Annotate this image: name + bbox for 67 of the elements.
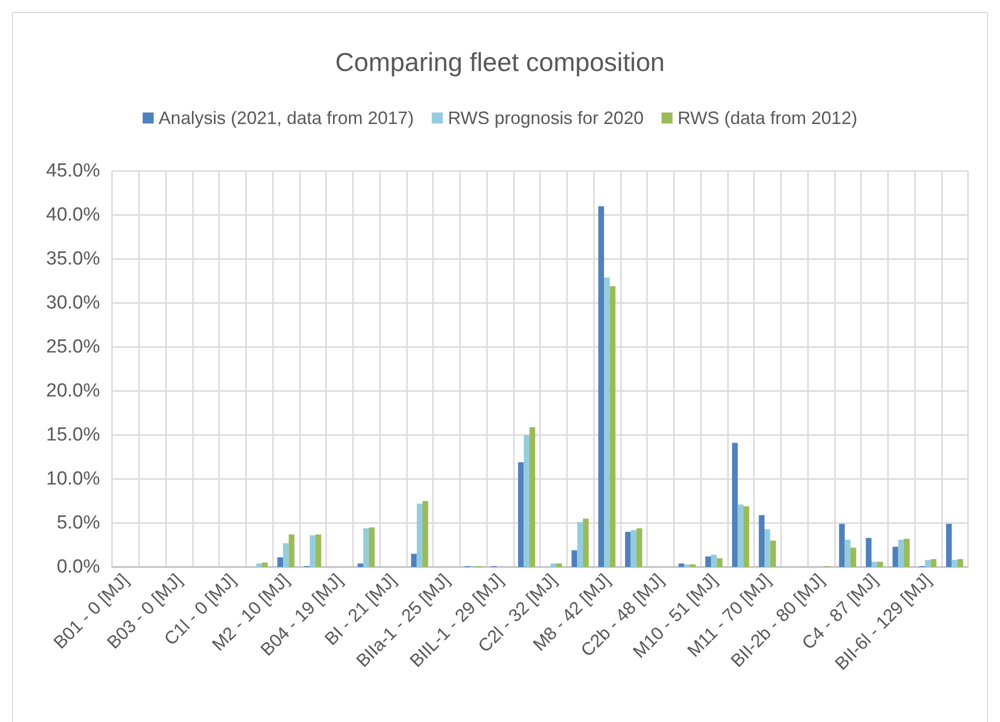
y-tick-label: 45.0% (46, 160, 100, 182)
bar (898, 540, 904, 567)
bar (610, 286, 616, 567)
bar (598, 206, 604, 567)
bar (277, 557, 284, 567)
bar (952, 560, 958, 567)
bar (422, 501, 428, 567)
bar (262, 562, 268, 567)
bar (770, 540, 776, 567)
bar (518, 462, 524, 567)
chart-title: Comparing fleet composition (335, 47, 665, 77)
bar (363, 528, 369, 567)
bar (844, 540, 850, 567)
bar (678, 563, 684, 567)
bar (416, 504, 422, 567)
bar (411, 554, 417, 567)
bar (310, 535, 316, 567)
y-tick-label: 35.0% (46, 248, 100, 270)
bar (904, 538, 910, 567)
y-tick-label: 20.0% (46, 380, 100, 402)
bar (684, 564, 690, 567)
bar (705, 556, 712, 567)
bar (839, 524, 845, 567)
bar (877, 562, 883, 567)
bar (288, 534, 294, 567)
bar (315, 534, 322, 567)
bar (636, 528, 642, 567)
bar (550, 563, 556, 567)
bar (358, 563, 364, 567)
bar (283, 543, 289, 567)
legend-label: RWS (data from 2012) (678, 108, 858, 128)
bar (577, 522, 583, 567)
bar (743, 506, 750, 567)
bar (925, 560, 931, 567)
bar (529, 427, 536, 567)
bar (256, 563, 262, 567)
bar (690, 564, 696, 567)
bar (732, 442, 738, 567)
bar (716, 558, 722, 567)
bar (711, 554, 717, 567)
bar (758, 515, 765, 567)
bar (556, 563, 562, 567)
y-tick-label: 10.0% (46, 468, 100, 490)
bar (368, 527, 375, 567)
bar (892, 546, 898, 567)
y-tick-label: 25.0% (46, 336, 100, 358)
bar (850, 548, 856, 567)
y-tick-label: 30.0% (46, 292, 100, 314)
legend-label: Analysis (2021, data from 2017) (158, 108, 414, 128)
y-tick-label: 0.0% (56, 556, 100, 578)
bar (524, 435, 530, 567)
legend-label: RWS prognosis for 2020 (448, 108, 644, 128)
bar (582, 518, 589, 567)
bar (930, 559, 936, 567)
bar (604, 277, 610, 567)
bar (630, 530, 636, 567)
bar (957, 559, 964, 567)
bar (738, 504, 744, 567)
bar (764, 529, 770, 567)
y-tick-label: 5.0% (56, 512, 100, 534)
bar (866, 538, 872, 567)
bar (872, 562, 878, 567)
y-tick-label: 40.0% (46, 204, 100, 226)
y-tick-label: 15.0% (46, 424, 100, 446)
bar (625, 532, 631, 567)
bar (946, 524, 952, 567)
bar (572, 550, 578, 567)
